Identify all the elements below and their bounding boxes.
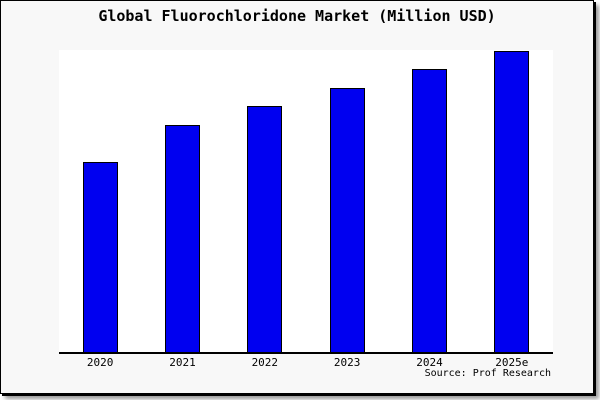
bar-slot-2020 xyxy=(59,50,141,352)
bar-2021 xyxy=(164,125,200,352)
x-tick-label-2025e: 2025e xyxy=(495,356,529,369)
bar-2024 xyxy=(411,69,447,352)
bars-container xyxy=(59,50,553,352)
x-axis-labels: 2020 2021 2022 2023 2024 2025e xyxy=(59,357,553,369)
bar-slot-2022 xyxy=(224,50,306,352)
bar-slot-2023 xyxy=(306,50,388,352)
x-tick-label-2023: 2023 xyxy=(333,356,361,369)
bar-slot-2021 xyxy=(141,50,223,352)
x-tick-label-2021: 2021 xyxy=(169,356,196,369)
bar-slot-2024 xyxy=(388,50,470,352)
bar-2020 xyxy=(82,162,118,352)
x-tick-label-2024: 2024 xyxy=(416,356,443,369)
x-tick-label-2022: 2022 xyxy=(251,356,279,369)
chart-title: Global Fluorochloridone Market (Million … xyxy=(98,7,496,25)
bar-2022 xyxy=(247,106,283,352)
x-tick-label-2020: 2020 xyxy=(86,356,114,369)
bar-slot-2025e xyxy=(471,50,553,352)
source-note: Source: Prof Research xyxy=(424,368,551,379)
plot-area xyxy=(59,50,553,354)
bar-2025e xyxy=(494,51,530,352)
bar-2023 xyxy=(329,88,365,352)
chart-canvas: Global Fluorochloridone Market (Million … xyxy=(0,0,594,394)
